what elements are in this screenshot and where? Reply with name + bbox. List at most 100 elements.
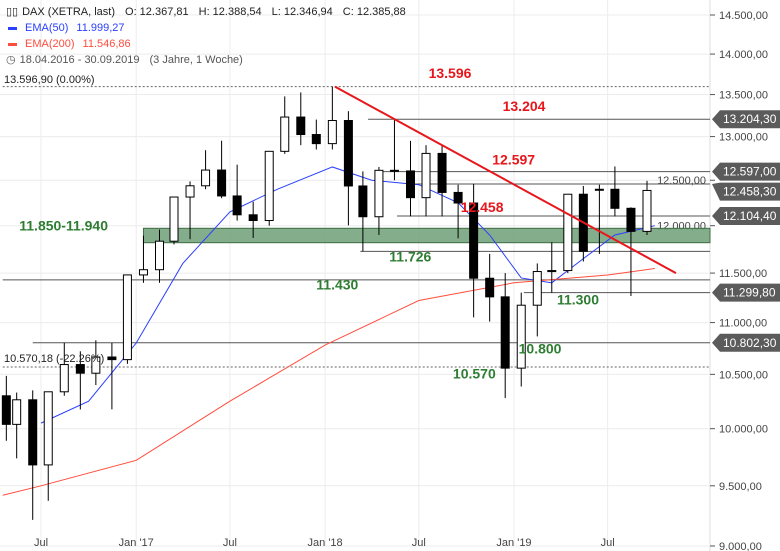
- candle-body: [374, 169, 384, 218]
- level-annotation: 10.800: [519, 340, 562, 356]
- instrument-name: DAX (XETRA, last): [22, 6, 116, 18]
- price-tag-shape: [712, 207, 780, 226]
- candle: [343, 111, 353, 226]
- candle: [485, 253, 495, 322]
- high-value: H: 12.388,54: [198, 6, 262, 18]
- candle-body: [248, 214, 258, 222]
- candle: [107, 343, 117, 410]
- candle-body: [547, 270, 557, 273]
- y-axis-panel: [710, 0, 780, 551]
- candle-body: [532, 271, 542, 306]
- candle-body: [122, 274, 132, 361]
- candle-body: [155, 240, 165, 271]
- y-tick-label: 13.000,00: [719, 132, 768, 144]
- candle: [311, 119, 321, 150]
- x-tick-label: Jul: [34, 537, 48, 549]
- price-tag-label: 11.299,80: [723, 286, 776, 300]
- candle: [532, 263, 542, 337]
- candle-body: [296, 116, 306, 136]
- candle: [626, 207, 636, 296]
- ema50-swatch: [8, 26, 17, 30]
- candle: [248, 201, 258, 239]
- candle-body: [311, 134, 321, 145]
- candle: [389, 119, 399, 181]
- y-tick-label: 11.500,00: [719, 268, 767, 280]
- level-annotation: 13.204: [503, 98, 546, 114]
- candle: [264, 150, 274, 226]
- candle-body: [500, 296, 510, 369]
- resistance-trendline: [334, 85, 677, 274]
- ema50-label: EMA(50): [25, 22, 69, 34]
- y-tick-label: 10.500,00: [719, 369, 768, 381]
- price-tag-shape: [712, 333, 780, 352]
- y-tick-label: 11.000,00: [719, 318, 767, 330]
- candle-body: [453, 191, 463, 204]
- price-tag-label: 12.597,00: [723, 165, 777, 179]
- candle-body: [43, 391, 53, 466]
- candle: [594, 184, 604, 254]
- x-tick-label: Jan '17: [119, 537, 154, 549]
- x-tick-label: Jan '19: [496, 537, 531, 549]
- y-tick-label: 14.000,00: [719, 49, 768, 61]
- candle-body: [437, 152, 447, 193]
- price-tag: 12.458,30: [712, 182, 780, 201]
- price-tag-shape: [712, 182, 780, 201]
- chart-legend: ▯▯ DAX (XETRA, last) O: 12.367,81 H: 12.…: [6, 4, 406, 68]
- candle-body: [264, 150, 274, 222]
- candle: [421, 145, 431, 217]
- candle-body: [217, 169, 227, 197]
- candle: [516, 292, 526, 387]
- candle: [547, 242, 557, 293]
- candle-body: [327, 120, 337, 145]
- candle: [374, 166, 384, 236]
- ema50-value: 11.999,27: [76, 22, 125, 34]
- candle-body: [59, 364, 69, 393]
- candle: [155, 229, 165, 283]
- date-range-note: (3 Jahre, 1 Woche): [149, 54, 243, 66]
- level-annotation: 10.570: [453, 366, 496, 382]
- ema200-value: 11.546,86: [82, 38, 131, 50]
- x-tick-label: Jul: [412, 537, 426, 549]
- candle: [642, 180, 652, 236]
- level-annotation: 12.458: [461, 199, 504, 215]
- candle: [91, 340, 101, 386]
- ema200-label: EMA(200): [25, 38, 75, 50]
- candlestick-icon: ▯▯: [6, 6, 19, 18]
- candle: [59, 342, 69, 396]
- candle: [185, 181, 195, 240]
- candle-body: [469, 202, 479, 279]
- candle-body: [389, 169, 399, 172]
- candle: [437, 145, 447, 217]
- candle-body: [610, 188, 620, 209]
- x-tick-label: Jul: [223, 537, 237, 549]
- candle: [122, 274, 132, 364]
- reference-low-label: 10.570,18 (-22.26%): [4, 353, 105, 365]
- ema200-line: [2, 268, 655, 496]
- candle-body: [1, 395, 11, 425]
- candle: [358, 171, 368, 252]
- y-tick-label: 14.500,00: [719, 10, 768, 22]
- level-annotation: 11.430: [316, 277, 358, 293]
- candle-body: [280, 116, 290, 152]
- level-annotation: 11.850-11.940: [19, 217, 108, 233]
- candle: [500, 273, 510, 399]
- price-tag-label: 10.802,30: [723, 336, 777, 350]
- clock-icon: ◷: [6, 54, 16, 66]
- candle-body: [485, 277, 495, 298]
- level-annotation: 12.597: [492, 151, 535, 167]
- candle-body: [12, 399, 22, 425]
- candle-body: [185, 185, 195, 198]
- y-tick-label: 13.500,00: [719, 90, 768, 102]
- candle: [469, 183, 479, 318]
- price-tag: 13.204,30: [712, 110, 780, 129]
- candle-body: [405, 170, 415, 199]
- candle-body: [75, 364, 85, 374]
- candle-body: [232, 195, 242, 216]
- y-tick-label: 9.500,00: [719, 481, 762, 493]
- candle-body: [358, 185, 368, 218]
- candle: [280, 96, 290, 154]
- y-tick-label: 9.000,00: [719, 541, 762, 551]
- reference-top-label: 13.596,90 (0.00%): [4, 74, 95, 86]
- candle-body: [343, 120, 353, 187]
- candle: [563, 193, 573, 274]
